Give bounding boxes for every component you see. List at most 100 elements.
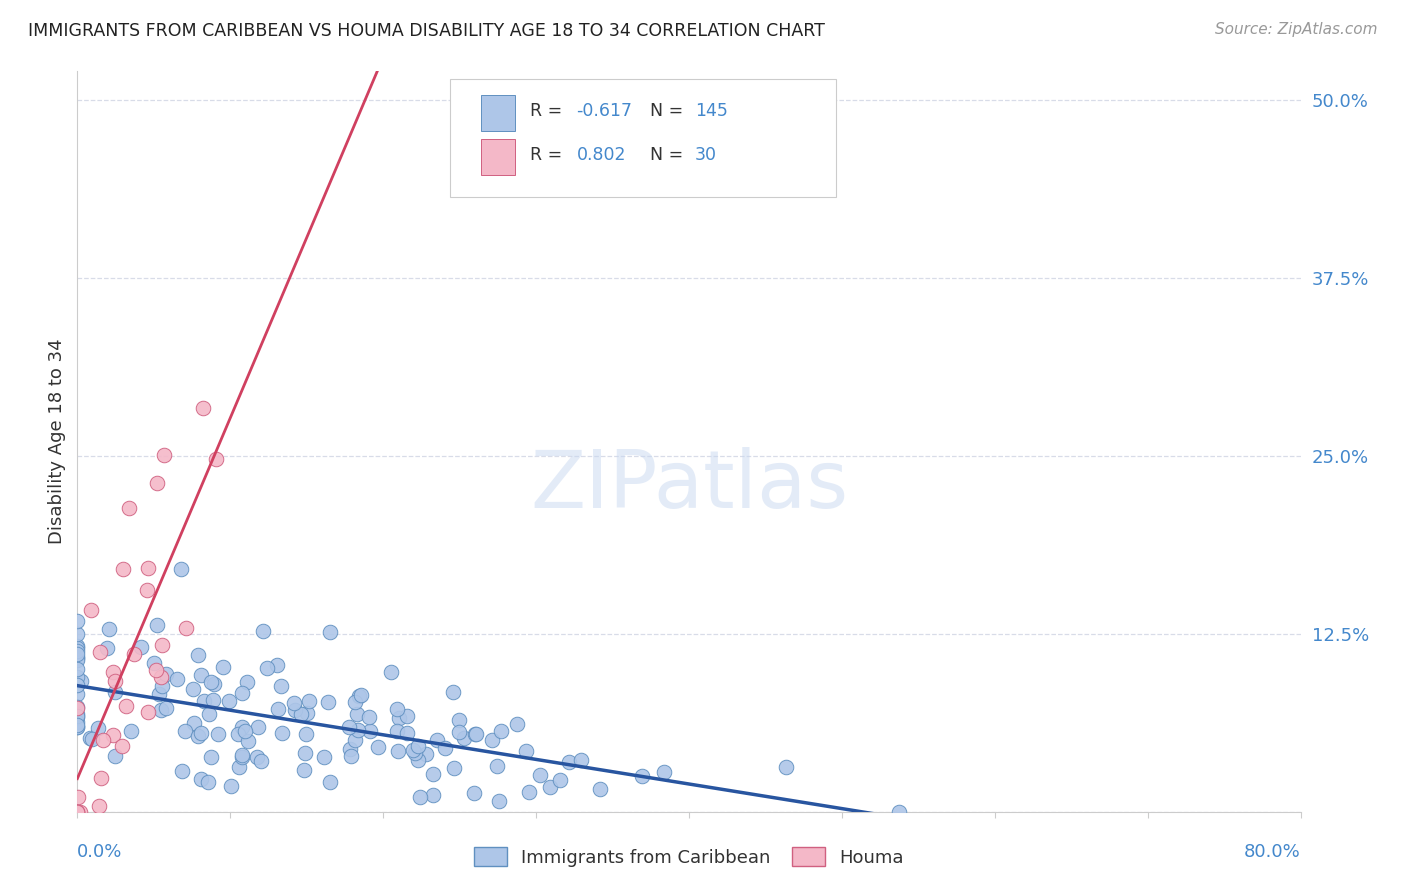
- Point: [66, 651, 89, 665]
- Point: [631, 769, 654, 783]
- Bar: [481, 95, 515, 130]
- Point: [402, 743, 425, 757]
- Point: [150, 638, 173, 652]
- Point: [515, 744, 537, 758]
- Point: [231, 750, 253, 764]
- Point: [486, 759, 509, 773]
- Point: [190, 668, 212, 682]
- Point: [170, 562, 193, 576]
- Point: [136, 705, 159, 719]
- Point: [388, 710, 411, 724]
- Point: [347, 689, 370, 703]
- Point: [66, 678, 89, 692]
- Point: [506, 716, 529, 731]
- Point: [246, 749, 269, 764]
- Point: [267, 702, 290, 716]
- Point: [174, 724, 197, 739]
- Point: [453, 731, 475, 745]
- Point: [249, 754, 271, 768]
- Point: [415, 747, 437, 762]
- Point: [146, 618, 169, 632]
- Point: [538, 780, 561, 795]
- Text: N =: N =: [650, 102, 689, 120]
- Point: [129, 640, 152, 654]
- Point: [343, 695, 366, 709]
- Point: [231, 686, 253, 700]
- Point: [96, 640, 118, 655]
- Point: [422, 788, 444, 802]
- Point: [97, 622, 120, 636]
- Point: [66, 805, 89, 819]
- Point: [66, 687, 89, 701]
- Point: [103, 674, 125, 689]
- Point: [406, 739, 429, 754]
- Point: [66, 714, 89, 729]
- Point: [191, 401, 214, 415]
- Point: [200, 675, 222, 690]
- Point: [236, 733, 259, 747]
- Point: [298, 694, 321, 708]
- Point: [66, 805, 89, 819]
- Point: [387, 723, 409, 738]
- Point: [228, 760, 250, 774]
- Point: [152, 449, 174, 463]
- Point: [441, 684, 464, 698]
- Point: [247, 720, 270, 734]
- Point: [408, 753, 430, 767]
- Point: [66, 627, 89, 641]
- Point: [187, 648, 209, 662]
- Point: [465, 726, 488, 740]
- Point: [236, 675, 259, 690]
- Point: [66, 805, 89, 819]
- Point: [283, 696, 305, 710]
- Point: [66, 614, 89, 628]
- Point: [339, 742, 361, 756]
- Point: [120, 723, 142, 738]
- Text: IMMIGRANTS FROM CARIBBEAN VS HOUMA DISABILITY AGE 18 TO 34 CORRELATION CHART: IMMIGRANTS FROM CARIBBEAN VS HOUMA DISAB…: [28, 22, 825, 40]
- Point: [79, 731, 101, 745]
- Point: [343, 732, 366, 747]
- Point: [367, 739, 389, 754]
- Point: [183, 716, 205, 731]
- Point: [155, 667, 177, 681]
- Point: [66, 661, 89, 675]
- Point: [775, 760, 797, 774]
- Point: [395, 709, 418, 723]
- Point: [103, 665, 125, 679]
- Point: [529, 768, 551, 782]
- Point: [66, 670, 89, 684]
- Point: [70, 673, 93, 688]
- Point: [589, 782, 612, 797]
- Point: [200, 749, 222, 764]
- Point: [290, 707, 312, 722]
- Point: [284, 703, 307, 717]
- Text: R =: R =: [530, 102, 568, 120]
- Point: [346, 706, 368, 721]
- Point: [89, 798, 111, 813]
- Point: [212, 660, 235, 674]
- Point: [66, 643, 89, 657]
- Point: [66, 641, 89, 656]
- Point: [66, 718, 89, 732]
- Point: [146, 476, 169, 491]
- Point: [66, 649, 89, 664]
- Legend: Immigrants from Caribbean, Houma: Immigrants from Caribbean, Houma: [467, 840, 911, 874]
- Text: Source: ZipAtlas.com: Source: ZipAtlas.com: [1215, 22, 1378, 37]
- Point: [340, 748, 363, 763]
- Point: [66, 710, 89, 724]
- Point: [190, 725, 212, 739]
- Point: [433, 741, 456, 756]
- Point: [90, 771, 112, 785]
- Point: [396, 726, 419, 740]
- Text: 80.0%: 80.0%: [1244, 843, 1301, 861]
- Point: [426, 732, 449, 747]
- Text: ZIPatlas: ZIPatlas: [530, 447, 848, 525]
- Point: [256, 661, 278, 675]
- Point: [66, 709, 89, 723]
- Point: [66, 720, 89, 734]
- Point: [346, 723, 368, 738]
- Point: [447, 724, 470, 739]
- Point: [136, 561, 159, 575]
- Point: [150, 679, 173, 693]
- Point: [314, 750, 336, 764]
